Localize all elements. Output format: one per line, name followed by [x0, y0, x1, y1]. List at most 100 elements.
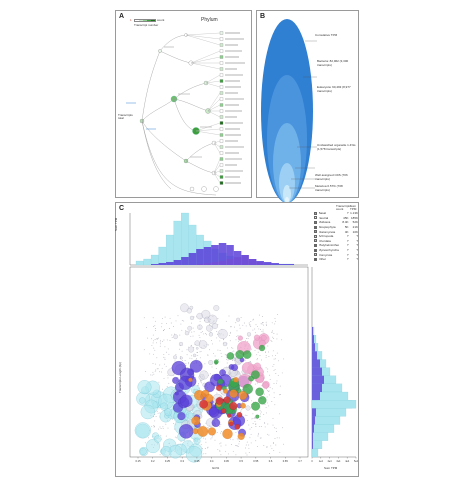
label-metazoa: Metazoa 0.57% (708 transcripts) [315, 184, 343, 192]
scatter-point-small [274, 323, 276, 325]
scatter-point-small [216, 331, 218, 333]
scatter-point-small [251, 427, 253, 429]
legend-swatch [314, 257, 317, 261]
right-tick-label: 0 [311, 460, 313, 463]
scatter-point-small [276, 333, 278, 335]
scatter-point-small [157, 412, 159, 414]
scatter-point-small [205, 334, 207, 336]
scatter-point-small [246, 420, 248, 422]
scatter-point-small [276, 380, 278, 382]
scatter-point-small [207, 354, 209, 356]
legend-row: Mycetorhyncha?? [314, 248, 358, 253]
scatter-point-small [203, 424, 205, 426]
scatter-point-small [245, 325, 247, 327]
scatter-point-small [261, 330, 263, 332]
scatter-point-small [282, 427, 284, 429]
scale-min-label: 1 [130, 18, 132, 22]
legend-row: Neutral 45K 185K [314, 216, 358, 221]
scatter-bubble-red [228, 421, 234, 427]
scatter-point-small [178, 348, 180, 350]
scatter-bubble-grey [199, 370, 209, 380]
scatter-point-small [181, 359, 183, 361]
legend-swatch [314, 248, 317, 252]
scatter-bubble-red [234, 424, 241, 430]
scatter-point-small [271, 322, 273, 324]
scatter-bubble-orange [222, 428, 233, 439]
scatter-point-small [220, 442, 222, 444]
scatter-point-small [241, 409, 243, 411]
scatter-point-small [216, 432, 218, 433]
scatter-bubble-green [236, 388, 242, 394]
scatter-point-small [257, 432, 259, 434]
legend-sum: 52K [352, 220, 358, 225]
scatter-point-small [207, 427, 209, 429]
scatter-point-small [237, 334, 239, 336]
scatter-point-small [248, 447, 250, 449]
scatter-point-small [218, 391, 220, 393]
scatter-point-small [267, 345, 269, 347]
legend-swatch [314, 243, 317, 247]
x-tick-label: 0.15 [135, 459, 141, 463]
scatter-point-small [238, 324, 240, 326]
scatter-bubble-orange [188, 377, 193, 382]
scatter-point-small [254, 328, 256, 330]
scatter-point-small [179, 334, 181, 336]
scatter-point-small [267, 371, 269, 373]
top-hist-bar-cyan [158, 246, 167, 266]
scatter-point-small [161, 371, 162, 373]
scatter-point-small [190, 355, 192, 357]
scatter-point-small [167, 348, 169, 350]
legend-header-sum: Sum TPM [350, 204, 357, 211]
scatter-point-small [260, 411, 262, 413]
scatter-point-small [159, 341, 161, 343]
scatter-point-small [199, 381, 201, 383]
scatter-point-small [256, 359, 258, 361]
scatter-bubble-green [226, 352, 235, 360]
legend-name: Mollusca [318, 220, 331, 225]
right-hist-bar-purple [312, 424, 314, 433]
scatter-point-small [183, 320, 185, 322]
scatter-point-small [235, 322, 237, 324]
scatter-point-small [189, 357, 191, 359]
scatter-point-small [203, 437, 205, 439]
scatter-point-small [251, 348, 252, 350]
scatter-bubble-red [221, 408, 227, 414]
scatter-point-small [214, 439, 216, 441]
scatter-point-small [199, 320, 201, 322]
legend-sum: ? [356, 257, 358, 262]
scatter-point-small [267, 423, 269, 425]
scatter-point-small [263, 445, 265, 446]
scatter-point-small [212, 343, 213, 345]
scatter-point-small [230, 331, 232, 333]
scatter-point-small [229, 340, 231, 342]
scatter-bubble-orange [238, 390, 248, 400]
scatter-point-small [256, 382, 258, 384]
scatter-point-small [247, 400, 249, 402]
scatter-bubble-grey [208, 332, 213, 337]
scatter-point-small [155, 416, 157, 418]
scatter-point-small [271, 401, 273, 402]
scatter-bubble-grey [208, 360, 214, 365]
scatter-point-small [245, 338, 247, 339]
scatter-point-small [266, 396, 268, 398]
scatter-point-small [153, 353, 154, 355]
scatter-bubble-cyan [134, 422, 151, 439]
legend-sum: ? [356, 243, 358, 248]
scatter-point-small [165, 435, 167, 437]
scatter-point-small [217, 318, 219, 319]
scatter-bubble-red [223, 396, 231, 404]
scatter-point-small [185, 365, 187, 367]
scatter-bubble-red [229, 402, 238, 411]
scatter-point-small [266, 447, 268, 448]
scatter-point-small [208, 344, 210, 346]
scatter-point-small [230, 438, 231, 440]
scatter-point-small [263, 414, 265, 416]
scatter-point-small [191, 358, 193, 360]
scatter-point-small [243, 322, 245, 324]
scatter-point-small [278, 394, 280, 396]
scatter-point-small [159, 371, 160, 373]
right-tick-label: 3e4 [336, 460, 341, 463]
scatter-point-small [261, 323, 263, 325]
scatter-point-small [235, 445, 237, 447]
scatter-point-small [278, 360, 280, 362]
